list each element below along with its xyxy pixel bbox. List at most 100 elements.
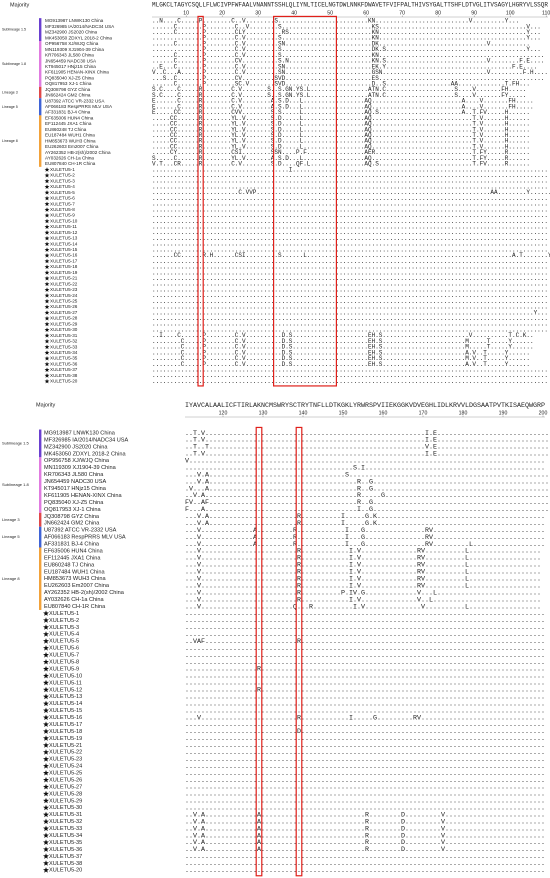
sequence-name: XULETU5-1	[50, 167, 75, 172]
alignment-row: F...A...................................…	[185, 505, 549, 513]
sample-star	[43, 728, 49, 734]
sample-star	[43, 638, 49, 644]
alignment-row: ...V........................R...........…	[185, 713, 545, 721]
sequence-name: AF066183 RespPRRS MLV USA	[45, 104, 113, 109]
alignment-row: ........................................…	[185, 755, 545, 763]
alignment-row: E......C.....R........C.V........A.S.D..…	[152, 103, 534, 110]
alignment-row: ........................................…	[152, 172, 548, 179]
ruler-tick-label: 30	[255, 10, 261, 16]
sample-star	[43, 617, 49, 623]
sequence-name: XULETU5-19	[49, 736, 82, 742]
alignment-row: .....CC......R........YL.V.......S.D....…	[152, 115, 530, 122]
alignment-row: .V...A..................................…	[185, 484, 549, 492]
ruler-tick-label: 200	[539, 410, 548, 416]
sequence-name: XULETU5-16	[50, 253, 78, 258]
sample-star	[44, 270, 50, 275]
alignment-row: ........................................…	[152, 218, 548, 225]
sequence-name: XULETU5-14	[50, 241, 78, 246]
alignment-row: .....CC......R........YL.V.......S.D....…	[152, 132, 530, 139]
sequence-name: XULETU5-38	[49, 861, 82, 867]
sequence-name: MZ342900 JS2020 China	[45, 30, 98, 35]
sample-star	[44, 247, 50, 252]
sample-star	[44, 355, 50, 361]
sample-star	[43, 853, 49, 859]
alignment-row: ..E...C.......P........C.V.........SN...…	[152, 63, 537, 70]
sequence-name: XULETU5-38	[50, 373, 78, 378]
sequence-name: XULETU5-19	[50, 270, 78, 275]
alignment-row: ........................................…	[185, 866, 545, 874]
sample-star	[44, 224, 50, 229]
sequence-name: KR706343 JL580 China	[44, 472, 104, 478]
alignment-row: ........................................…	[152, 309, 548, 316]
sequence-name: XULETU5-31	[49, 812, 82, 818]
ruler-tick-label: 130	[259, 410, 268, 416]
alignment-row: ......C.......P........C..V........S....…	[152, 23, 541, 30]
alignment-row: ........................................…	[152, 178, 548, 185]
sample-star	[43, 839, 49, 845]
alignment-row: .....CC......R........YL.V.......S.D....…	[152, 138, 530, 145]
sample-star	[44, 378, 50, 384]
alignment-row: ........................................…	[185, 852, 545, 860]
ruler-tick-label: 150	[339, 410, 348, 416]
alignment-row: ........................................…	[152, 315, 548, 322]
alignment-row: ......CC......R.H......CSI.........S....…	[152, 252, 550, 259]
sequence-name: XULETU5-29	[50, 321, 78, 326]
sequence-name: XULETU5-2	[50, 173, 75, 178]
sequence-name: XULETU5-4	[49, 632, 79, 638]
alignment-row: ..V.A.............A.....................…	[185, 810, 545, 818]
sequence-name: EU187484 WUH1 China	[44, 569, 106, 575]
alignment-row: ...V.A......................R..........I…	[185, 512, 545, 520]
sequence-name: XULETU5-22	[49, 750, 82, 756]
sample-star	[43, 783, 49, 790]
alignment-row: ........................................…	[152, 281, 548, 288]
alignment-row: ...V........................R...........…	[185, 575, 541, 583]
sample-star	[43, 686, 49, 693]
sequence-name: XULETU5-33	[50, 344, 78, 349]
sample-star	[44, 367, 50, 372]
sequence-name: OP956758 XJ/WJQ China	[44, 458, 110, 464]
sequence-name: XULETU5-2	[49, 618, 79, 624]
sequence-name: XULETU5-24	[49, 764, 82, 770]
lineage-bar	[39, 115, 42, 167]
alignment-row: ........................................…	[152, 241, 548, 248]
alignment-row: ........................................…	[185, 783, 545, 791]
alignment-row: ........................................…	[185, 748, 545, 756]
sequence-name: XULETU5-25	[50, 298, 78, 303]
alignment-row: ........................................…	[185, 734, 545, 742]
majority-label: Majority	[10, 2, 30, 8]
sample-star	[43, 825, 49, 832]
alignment-row: FV..AF..................................…	[185, 498, 549, 506]
sequence-name: EU187484 WUH1 China	[45, 133, 95, 138]
alignment-row: ......C.......P........SC.V.......SVD...…	[152, 80, 530, 87]
sequence-name: HM853673 WUH3 China	[44, 576, 106, 582]
sample-star	[43, 749, 49, 755]
sample-star	[44, 310, 50, 315]
sequence-name: AY262352 HB-2(sh)/2002 China	[44, 590, 125, 596]
majority-sequence: MLGKCLTAGYCSQLLFLWCIVPFWFAALVNANNTSSHLQL…	[152, 2, 548, 9]
sequence-name: EU807840 CH-1R China	[45, 161, 96, 166]
sequence-name: EU262603 Em2007 China	[44, 583, 110, 589]
sequence-name: EF635006 HUN4 China	[44, 548, 104, 554]
ruler-tick-label: 160	[379, 410, 388, 416]
sample-star	[44, 327, 50, 332]
sample-star	[44, 190, 50, 195]
sequence-name: XULETU5-20	[50, 379, 78, 384]
sequence-name: MG913987 LNWK130 China	[45, 18, 104, 23]
sequence-name: MF326985 IA/2014/NADC34 USA	[44, 437, 129, 443]
alignment-row: ...V.............A.........R............…	[185, 526, 545, 534]
sample-star	[43, 707, 49, 714]
sequence-name: XULETU5-15	[49, 708, 82, 714]
majority-label: Majority	[36, 402, 56, 408]
sequence-name: XULETU5-36	[50, 361, 78, 366]
sequence-name: XULETU5-21	[49, 743, 82, 749]
sample-star	[43, 735, 49, 741]
sample-star	[44, 241, 50, 247]
sequence-name: XULETU5-32	[49, 819, 82, 825]
ruler-tick-label: 40	[291, 10, 297, 16]
sequence-name: XULETU5-15	[50, 247, 78, 252]
sample-star	[44, 201, 50, 207]
alignment-row: ........................................…	[185, 720, 545, 728]
sequence-name: KT945017 HNjz15 China	[45, 64, 96, 69]
alignment-row: ......C.......P........C.V.........SN...…	[152, 40, 530, 47]
alignment-row: ..N....C.....P........C..V........S.....…	[152, 18, 519, 25]
